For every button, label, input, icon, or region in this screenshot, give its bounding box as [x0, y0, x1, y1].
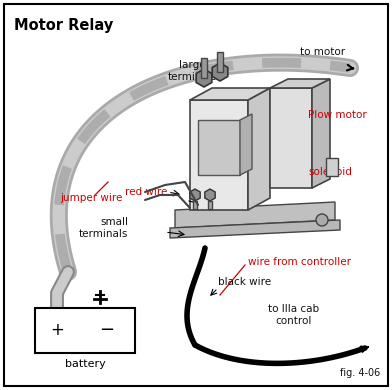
- Text: −: −: [100, 321, 114, 339]
- Polygon shape: [212, 63, 228, 81]
- Text: to IIIa cab
control: to IIIa cab control: [268, 304, 319, 326]
- Text: small
terminals: small terminals: [79, 217, 128, 239]
- Polygon shape: [190, 189, 200, 201]
- Text: solenoid: solenoid: [308, 167, 352, 177]
- Polygon shape: [312, 79, 330, 188]
- Text: fig. 4-06: fig. 4-06: [340, 368, 380, 378]
- Bar: [190, 100, 248, 210]
- Text: large
terminals: large terminals: [167, 60, 217, 82]
- Polygon shape: [175, 202, 335, 228]
- Text: +: +: [50, 321, 64, 339]
- Bar: [208, 201, 212, 209]
- Polygon shape: [270, 79, 330, 88]
- Polygon shape: [248, 88, 270, 210]
- Bar: [270, 88, 312, 188]
- Text: jumper wire: jumper wire: [60, 193, 122, 203]
- Polygon shape: [190, 88, 270, 100]
- Text: red wire: red wire: [125, 187, 167, 197]
- Bar: [201, 58, 207, 78]
- Text: wire from controller: wire from controller: [248, 257, 351, 267]
- Polygon shape: [170, 220, 340, 238]
- Bar: [326, 158, 338, 176]
- Bar: [217, 52, 223, 72]
- Polygon shape: [205, 189, 215, 201]
- Text: Motor Relay: Motor Relay: [14, 18, 113, 33]
- Bar: [35, 308, 135, 353]
- Bar: [193, 201, 197, 209]
- Circle shape: [316, 214, 328, 226]
- Text: Plow motor: Plow motor: [308, 110, 367, 120]
- Bar: [198, 120, 240, 175]
- Polygon shape: [240, 114, 252, 175]
- Polygon shape: [196, 69, 212, 87]
- Text: battery: battery: [65, 359, 105, 369]
- Text: black wire: black wire: [218, 277, 271, 287]
- Text: to motor: to motor: [300, 47, 345, 57]
